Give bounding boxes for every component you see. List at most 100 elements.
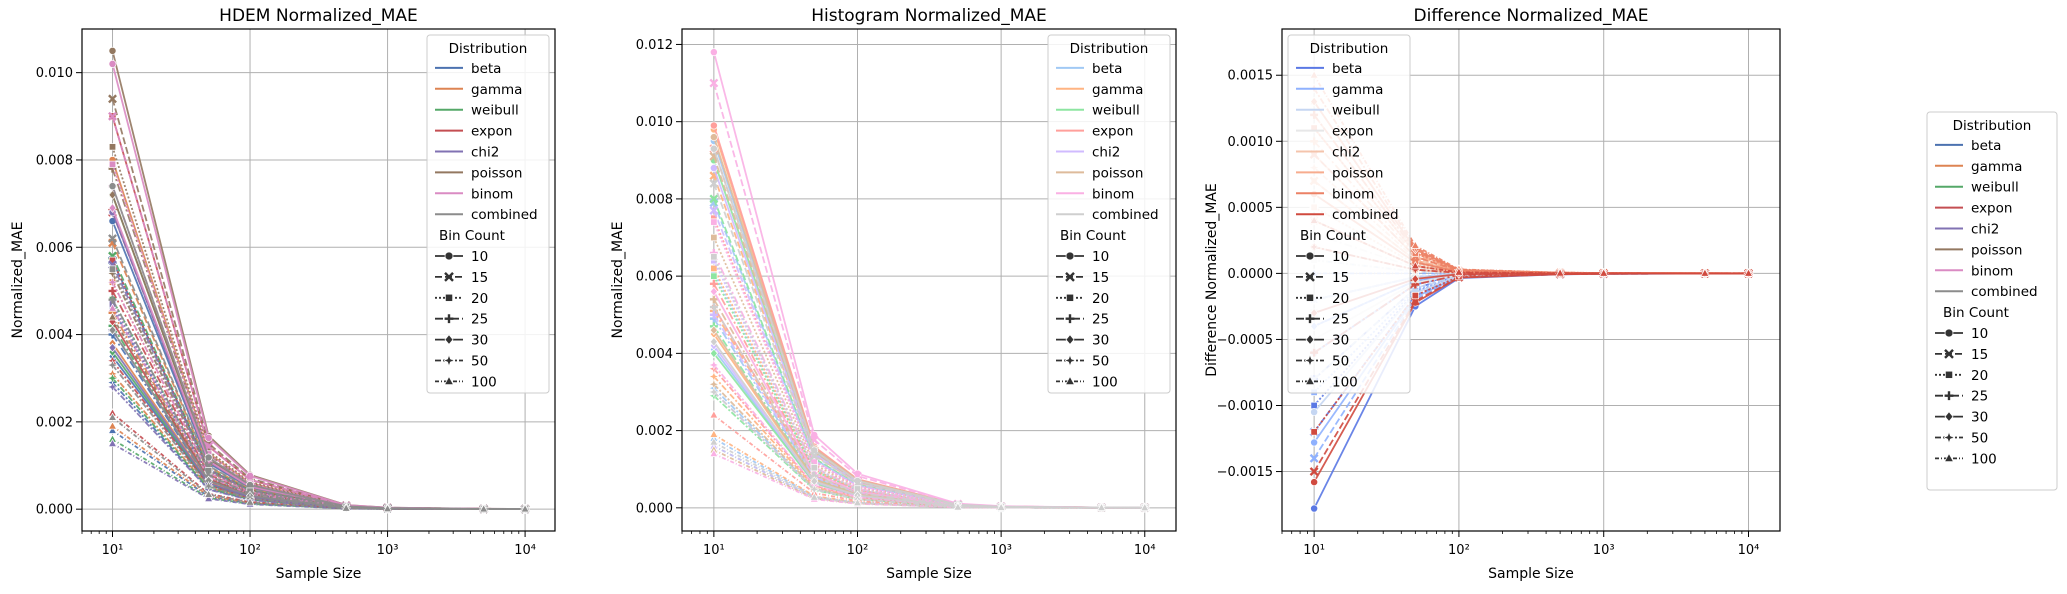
- legend-marker-20: [1306, 293, 1314, 302]
- legend-marker-30: [1305, 334, 1315, 345]
- point-binom-30-10: [108, 203, 117, 213]
- point-beta-20-10: [1310, 401, 1318, 410]
- point-gamma-15-10: [1309, 453, 1319, 463]
- legend-entry-expon: expon: [1332, 124, 1373, 140]
- point-binom-100-50: [1410, 240, 1420, 249]
- legend-entry-chi2: chi2: [1971, 222, 1999, 238]
- point-combined-30-10: [709, 336, 718, 347]
- x-tick-label: 10²: [239, 543, 261, 558]
- point-expon-25-10: [108, 286, 117, 295]
- point-combined-100-100: [245, 497, 255, 506]
- point-binom-100-10: [107, 303, 118, 312]
- legend-marker-25: [1944, 391, 1954, 401]
- chart-title: HDEM Normalized_MAE: [219, 6, 418, 26]
- point-poisson-100-10: [107, 312, 118, 321]
- legend-entry-bin-20: 20: [1332, 291, 1349, 307]
- x-axis-label: Sample Size: [276, 566, 362, 582]
- legend-entry-poisson: poisson: [1092, 165, 1143, 181]
- legend-entry-bin-100: 100: [471, 374, 497, 390]
- legend-entry-bin-100: 100: [1092, 374, 1118, 390]
- point-combined-100-500: [953, 502, 963, 511]
- x-tick-label: 10³: [1593, 543, 1615, 558]
- legend-entry-bin-15: 15: [1092, 270, 1109, 286]
- legend-entry-beta: beta: [1332, 61, 1362, 77]
- subplot-3: 10¹ 10² 10³ 10⁴ −0.0015 −0.0010 −0.0005 0.0000 0…: [1204, 6, 1781, 582]
- y-tick-label: 0.010: [636, 115, 673, 130]
- point-combined-10-10: [108, 182, 117, 191]
- legend-marker-30: [1944, 411, 1954, 422]
- legend-entry-bin-25: 25: [1971, 389, 1988, 405]
- legend-marker-15: [1305, 272, 1315, 282]
- legend-entry-bin-10: 10: [1092, 249, 1109, 265]
- point-gamma-10-10: [1310, 438, 1319, 447]
- point-combined-10-10: [709, 144, 718, 153]
- point-poisson-30-10: [709, 325, 718, 336]
- x-axis-label: Sample Size: [886, 566, 972, 582]
- point-binom-100-10: [709, 448, 719, 457]
- y-tick-label: −0.0005: [1217, 333, 1273, 348]
- x-tick-label: 10²: [1448, 543, 1470, 558]
- legend: Distribution beta gamma weibull expon chi2 poi…: [1047, 34, 1171, 394]
- point-chi2-50-10: [107, 381, 118, 393]
- y-tick-label: 0.012: [636, 38, 673, 53]
- point-poisson-15-10: [108, 94, 117, 104]
- x-tick-label: 10⁴: [1134, 543, 1156, 558]
- point-combined-10-50: [204, 453, 213, 462]
- point-combined-50-10: [708, 386, 720, 398]
- y-axis-label: Normalized_MAE: [10, 222, 26, 339]
- point-combined-100-100: [852, 497, 863, 507]
- point-binom-20-10: [108, 160, 117, 168]
- legend-entry-bin-50: 50: [1332, 354, 1349, 370]
- legend-entry-bin-100: 100: [1971, 451, 1997, 467]
- point-chi2-25-10: [709, 310, 718, 319]
- y-tick-label: 0.0015: [1228, 69, 1274, 84]
- point-expon-10-10: [709, 121, 718, 130]
- axes-frame: [681, 28, 1177, 532]
- legend-entry-binom: binom: [1332, 186, 1374, 202]
- legend-entry-bin-15: 15: [1332, 270, 1349, 286]
- point-combined-20-10: [108, 265, 117, 273]
- point-combined-100-10: [107, 412, 118, 421]
- x-tick-label: 10²: [847, 543, 869, 558]
- legend-entry-bin-10: 10: [1332, 249, 1349, 265]
- legend-marker-25: [444, 314, 454, 324]
- legend-entry-bin-50: 50: [1092, 354, 1109, 370]
- legend-title-distribution: Distribution: [449, 41, 528, 57]
- point-combined-30-10: [108, 325, 117, 336]
- x-tick-label: 10³: [377, 543, 399, 558]
- series-line-combined-100: [111, 416, 526, 511]
- legend-entry-combined: combined: [471, 207, 538, 223]
- legend-title-bin-count: Bin Count: [439, 228, 505, 244]
- legend-entry-combined: combined: [1092, 207, 1159, 223]
- y-tick-label: 0.0000: [1228, 267, 1274, 282]
- point-weibull-30-10: [709, 348, 718, 359]
- legend-entry-combined: combined: [1971, 284, 2038, 300]
- y-tick-label: −0.0015: [1217, 465, 1273, 480]
- y-tick-label: −0.0010: [1217, 399, 1273, 414]
- point-combined-100-1000: [996, 502, 1006, 511]
- legend-entry-expon: expon: [1092, 124, 1133, 140]
- legend-entry-poisson: poisson: [1332, 165, 1383, 181]
- point-gamma-100-10: [107, 421, 118, 430]
- legend-entry-binom: binom: [1092, 186, 1134, 202]
- x-tick-label: 10⁴: [514, 543, 536, 558]
- legend-entry-bin-25: 25: [1332, 312, 1349, 328]
- legend-marker-50: [1064, 354, 1076, 367]
- legend-entry-bin-30: 30: [1971, 410, 1988, 426]
- point-binom-10-10: [108, 59, 117, 68]
- legend-marker-15: [444, 272, 454, 282]
- legend-marker-30: [1065, 334, 1075, 345]
- point-combined-30-50: [1411, 274, 1420, 284]
- legend-marker-100: [1065, 375, 1075, 385]
- legend-entry-gamma: gamma: [471, 82, 522, 98]
- subplot-2: 10¹ 10² 10³ 10⁴0.0000.0020.0040.0060.0080.0…: [610, 6, 1177, 582]
- point-combined-100-500: [1555, 268, 1565, 277]
- point-combined-100-50: [1410, 260, 1420, 270]
- point-combined-15-10: [1309, 467, 1319, 477]
- outer-legend: Distribution beta gamma weibull expon chi2 poi…: [1926, 111, 2058, 491]
- legend-entry-combined: combined: [1332, 207, 1399, 223]
- legend-entry-weibull: weibull: [471, 103, 519, 119]
- point-gamma-100-10: [709, 429, 719, 438]
- point-combined-20-50: [1411, 291, 1419, 300]
- point-expon-100-10: [709, 410, 719, 419]
